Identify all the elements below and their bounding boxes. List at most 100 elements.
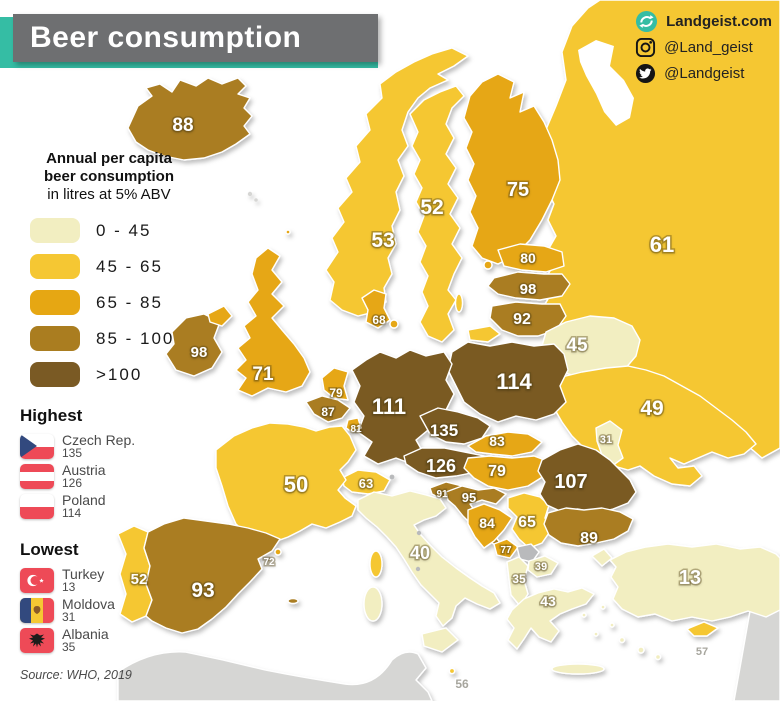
country-greece (506, 587, 595, 650)
country-montenegro (493, 538, 519, 559)
legend-swatch-45-65 (30, 254, 80, 279)
map-label-cyprus: 57 (696, 646, 708, 658)
country-estonia-saaremaa (483, 260, 493, 270)
branding-instagram[interactable]: @Land_geist (635, 36, 772, 58)
country-italy-sicily (421, 627, 459, 653)
legend-label-over-100: >100 (96, 364, 143, 384)
map-label-italy: 40 (410, 543, 430, 563)
greek-island (654, 653, 662, 661)
map-label-switzerland: 63 (359, 476, 373, 491)
map-label-montenegro: 77 (500, 545, 512, 556)
map-label-moldova: 31 (600, 434, 612, 446)
highest-country-3: Poland (62, 492, 106, 508)
san-marino-dot (416, 530, 422, 536)
map-label-portugal: 52 (131, 571, 148, 588)
country-andorra (274, 548, 282, 556)
map-label-norway: 53 (371, 229, 394, 252)
highest-value-3: 114 (62, 506, 82, 520)
map-label-bulgaria: 89 (580, 530, 598, 547)
country-poland (447, 341, 569, 423)
greek-island (581, 612, 587, 618)
instagram-icon (636, 37, 656, 57)
country-norway (325, 47, 469, 317)
flag-albania (20, 628, 54, 653)
country-united-kingdom (235, 247, 311, 397)
legend-swatch-over-100 (30, 362, 80, 387)
country-estonia (497, 243, 565, 273)
map-label-poland: 114 (496, 369, 532, 394)
country-russia-kaliningrad (467, 325, 501, 343)
map-label-finland: 75 (507, 179, 529, 201)
flag-austria (20, 464, 54, 489)
source-note: Source: WHO, 2019 (20, 668, 132, 682)
country-denmark (361, 289, 391, 329)
country-switzerland (341, 469, 391, 495)
country-finland (463, 73, 561, 265)
country-bulgaria (543, 507, 634, 547)
banner-accent-bar (0, 17, 13, 68)
branding-site[interactable]: Landgeist.com (635, 10, 772, 32)
legend-row: 65 - 85 (14, 290, 204, 315)
country-latvia (487, 271, 571, 301)
lowest-entry-albania: Albania 35 (20, 627, 115, 654)
map-label-denmark: 68 (372, 313, 386, 327)
country-turkey-thrace (591, 548, 613, 567)
flag-poland (20, 494, 54, 519)
map-label-malta: 56 (455, 677, 469, 691)
map-label-albania: 35 (512, 572, 526, 586)
country-serbia (507, 492, 552, 549)
legend-title: Annual per capita beer consumption in li… (14, 150, 204, 204)
map-label-belgium: 87 (321, 405, 335, 419)
map-label-latvia: 98 (520, 281, 537, 298)
map-label-serbia: 65 (518, 514, 536, 531)
lowest-country-2: Moldova (62, 596, 115, 612)
flag-moldova (20, 598, 54, 623)
map-label-germany: 111 (372, 394, 406, 419)
map-label-belarus: 45 (566, 335, 588, 356)
map-label-lithuania: 92 (513, 311, 531, 328)
instagram-handle: @Land_geist (664, 38, 753, 56)
legend-row: 45 - 65 (14, 254, 204, 279)
map-label-spain: 93 (191, 579, 214, 602)
legend-row: 0 - 45 (14, 218, 204, 243)
flag-turkey (20, 568, 54, 593)
country-greece-crete (551, 663, 605, 675)
lowest-country-1: Turkey (62, 566, 105, 582)
country-hungary (463, 455, 551, 491)
map-label-slovakia: 83 (489, 433, 505, 449)
greek-island (609, 622, 615, 628)
highest-section: Highest Czech Rep. 135 Austria 126 (20, 406, 135, 524)
legend-label-45-65: 45 - 65 (96, 256, 163, 276)
map-label-north-macedonia: 39 (535, 561, 547, 573)
highest-entry-czech: Czech Rep. 135 (20, 433, 135, 460)
lowest-title: Lowest (20, 540, 79, 559)
vatican-dot (415, 566, 421, 572)
legend-title-line2: beer consumption (43, 168, 174, 185)
legend: Annual per capita beer consumption in li… (14, 150, 204, 398)
map-label-czech-republic: 135 (430, 421, 458, 440)
greek-island (593, 631, 599, 637)
country-slovakia (467, 431, 543, 457)
legend-row: 85 - 100 (14, 326, 204, 351)
country-france-corsica (369, 550, 383, 578)
map-label-croatia: 95 (462, 490, 476, 505)
map-label-hungary: 79 (488, 463, 506, 480)
map-label-estonia: 80 (520, 250, 536, 266)
twitter-icon (636, 63, 656, 83)
country-italy (357, 490, 501, 627)
country-belgium (305, 395, 351, 423)
country-north-macedonia (527, 555, 559, 578)
lowest-value-1: 13 (62, 580, 76, 594)
lowest-value-2: 31 (62, 610, 76, 624)
map-label-romania: 107 (554, 471, 587, 493)
country-romania (537, 443, 637, 514)
country-cyprus (686, 621, 719, 637)
map-label-greece: 43 (540, 593, 556, 609)
white-sea (578, 40, 634, 126)
branding-twitter[interactable]: @Landgeist (635, 62, 772, 84)
twitter-handle: @Landgeist (664, 64, 745, 82)
legend-title-line3: in litres at 5% ABV (47, 186, 171, 203)
legend-label-0-45: 0 - 45 (96, 220, 152, 240)
page-title: Beer consumption (30, 21, 302, 54)
